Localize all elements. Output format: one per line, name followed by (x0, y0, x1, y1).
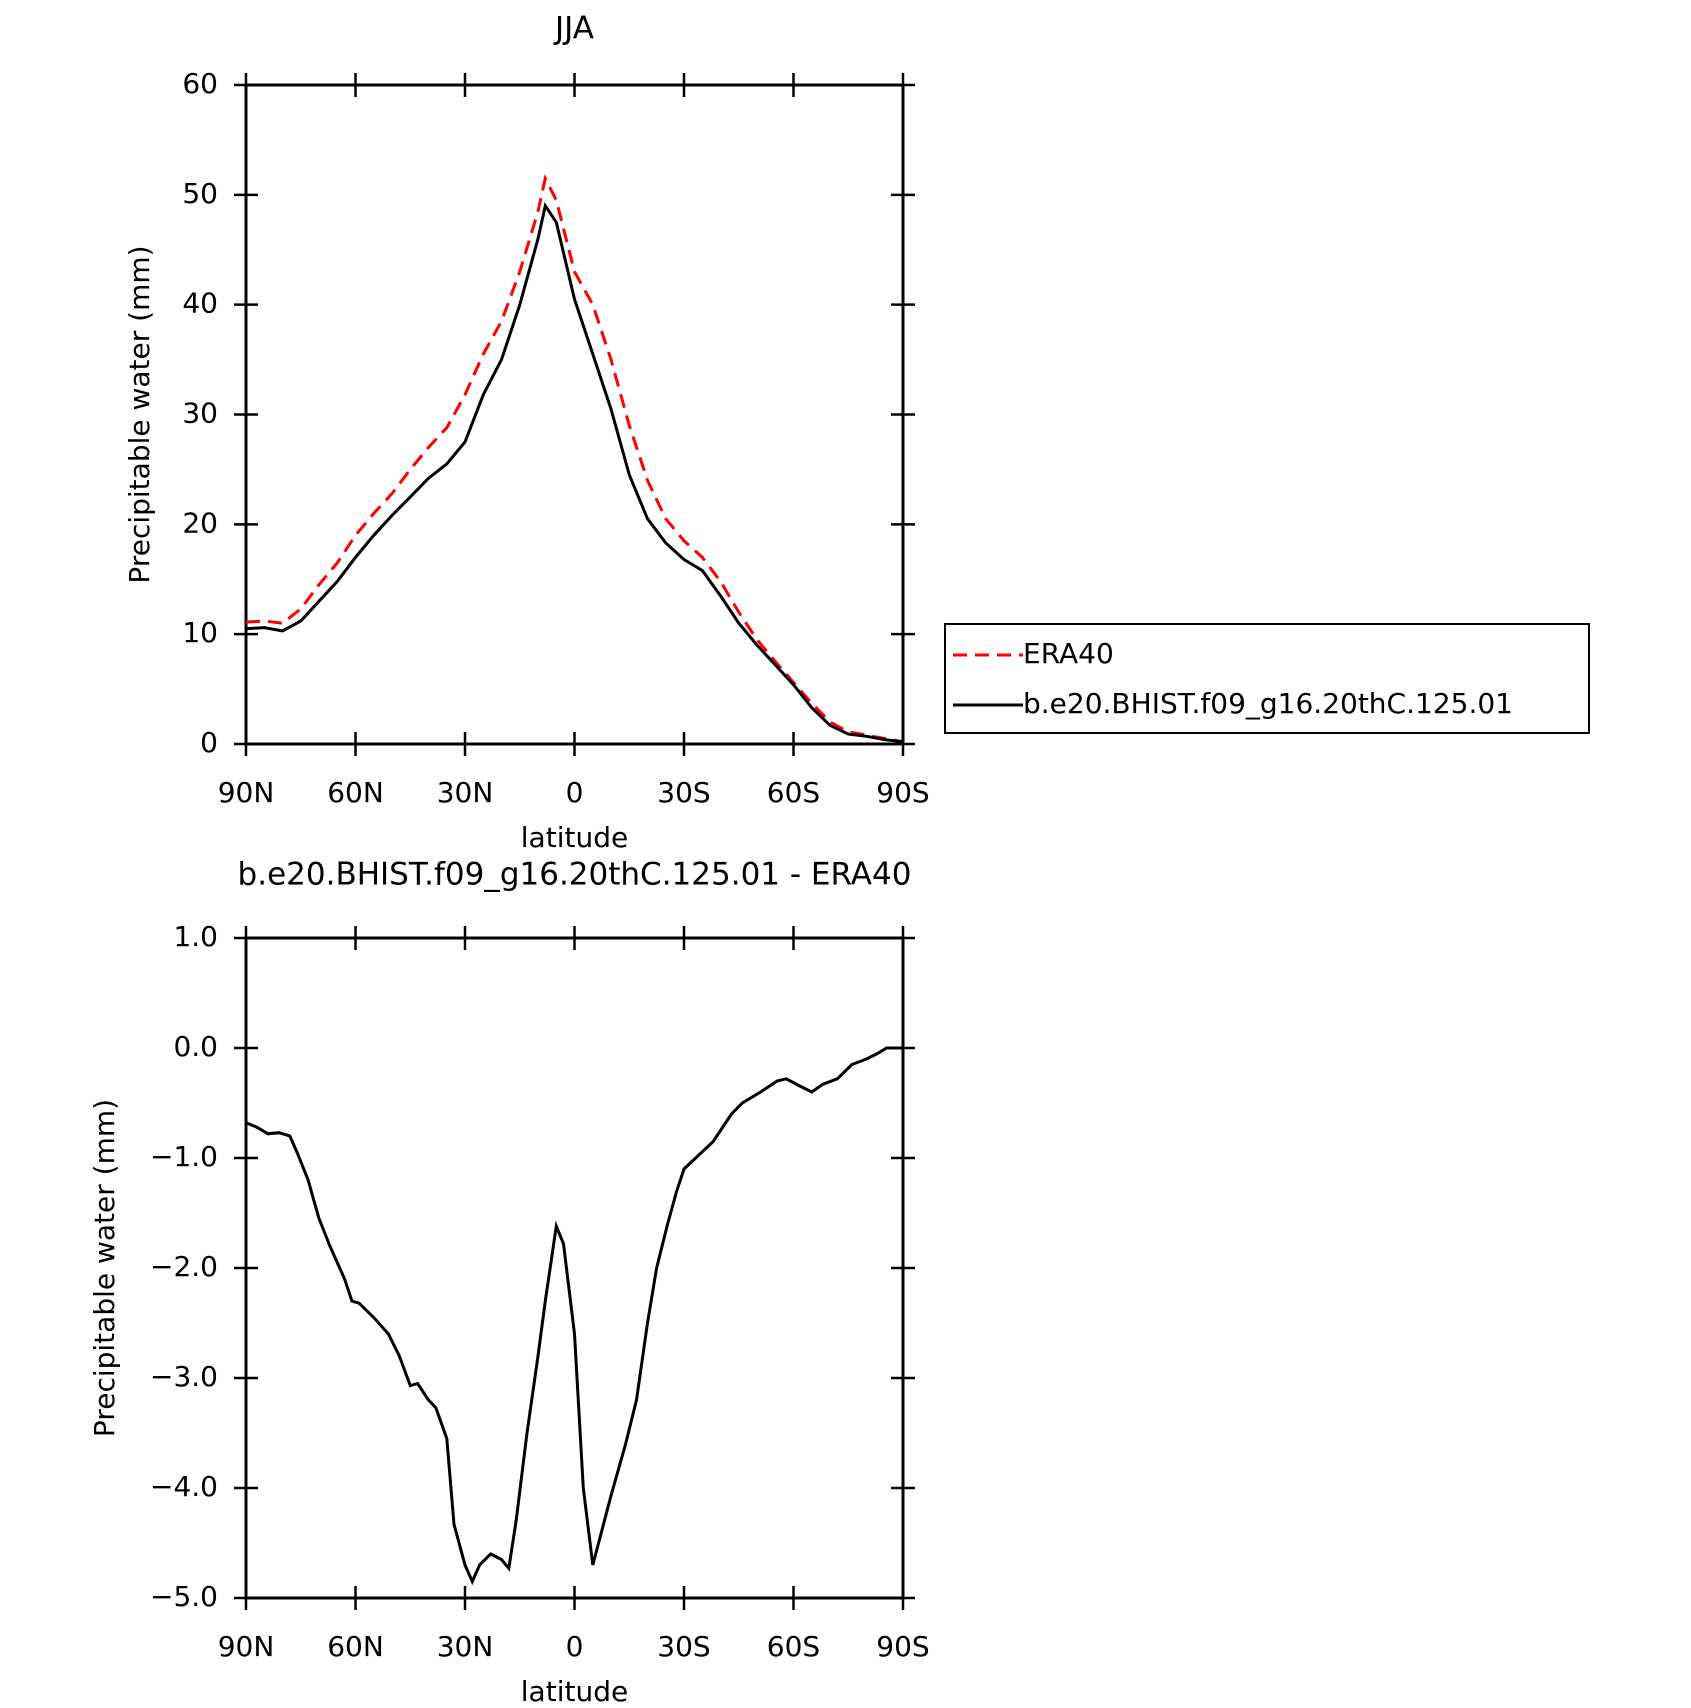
y-tick-label: 50 (182, 177, 218, 210)
x-tick-label: 60N (327, 1630, 384, 1663)
x-tick-label: 90S (876, 1630, 929, 1663)
x-axis-label: latitude (521, 821, 628, 854)
y-tick-label: −2.0 (150, 1250, 218, 1283)
x-tick-label: 30N (437, 776, 494, 809)
x-tick-label: 90S (876, 776, 929, 809)
plot-frame (244, 83, 905, 746)
y-tick-label: 0 (200, 726, 218, 759)
x-tick-label: 0 (566, 776, 584, 809)
y-tick-label: −3.0 (150, 1360, 218, 1393)
legend-box (944, 623, 1590, 734)
y-tick-label: −1.0 (150, 1140, 218, 1173)
chart-title: JJA (553, 11, 594, 47)
y-tick-label: 40 (182, 287, 218, 320)
x-tick-label: 30N (437, 1630, 494, 1663)
x-tick-label: 60S (767, 776, 820, 809)
x-tick-label: 60N (327, 776, 384, 809)
y-tick-label: 30 (182, 397, 218, 430)
series-line (245, 1046, 903, 1586)
x-tick-label: 30S (657, 776, 710, 809)
x-tick-label: 90N (218, 776, 275, 809)
y-axis-label: Precipitable water (mm) (123, 245, 156, 583)
y-tick-label: 1.0 (173, 920, 218, 953)
y-tick-label: −4.0 (150, 1470, 218, 1503)
x-tick-label: 90N (218, 1630, 275, 1663)
y-tick-label: 20 (182, 506, 218, 539)
y-tick-label: 0.0 (173, 1030, 218, 1063)
series-line (245, 202, 904, 744)
y-tick-label: 60 (182, 67, 218, 100)
y-axis-label: Precipitable water (mm) (88, 1099, 121, 1437)
chart-title: b.e20.BHIST.f09_g16.20thC.125.01 - ERA40 (238, 857, 912, 893)
series-line (245, 173, 904, 744)
x-tick-label: 60S (767, 1630, 820, 1663)
legend-label: ERA40 (1023, 637, 1114, 670)
y-tick-label: −5.0 (150, 1580, 218, 1613)
x-tick-label: 30S (657, 1630, 710, 1663)
x-tick-label: 0 (566, 1630, 584, 1663)
x-axis-label: latitude (521, 1675, 628, 1708)
legend-label: b.e20.BHIST.f09_g16.20thC.125.01 (1023, 687, 1513, 720)
y-tick-label: 10 (182, 616, 218, 649)
plot-frame (244, 936, 905, 1600)
